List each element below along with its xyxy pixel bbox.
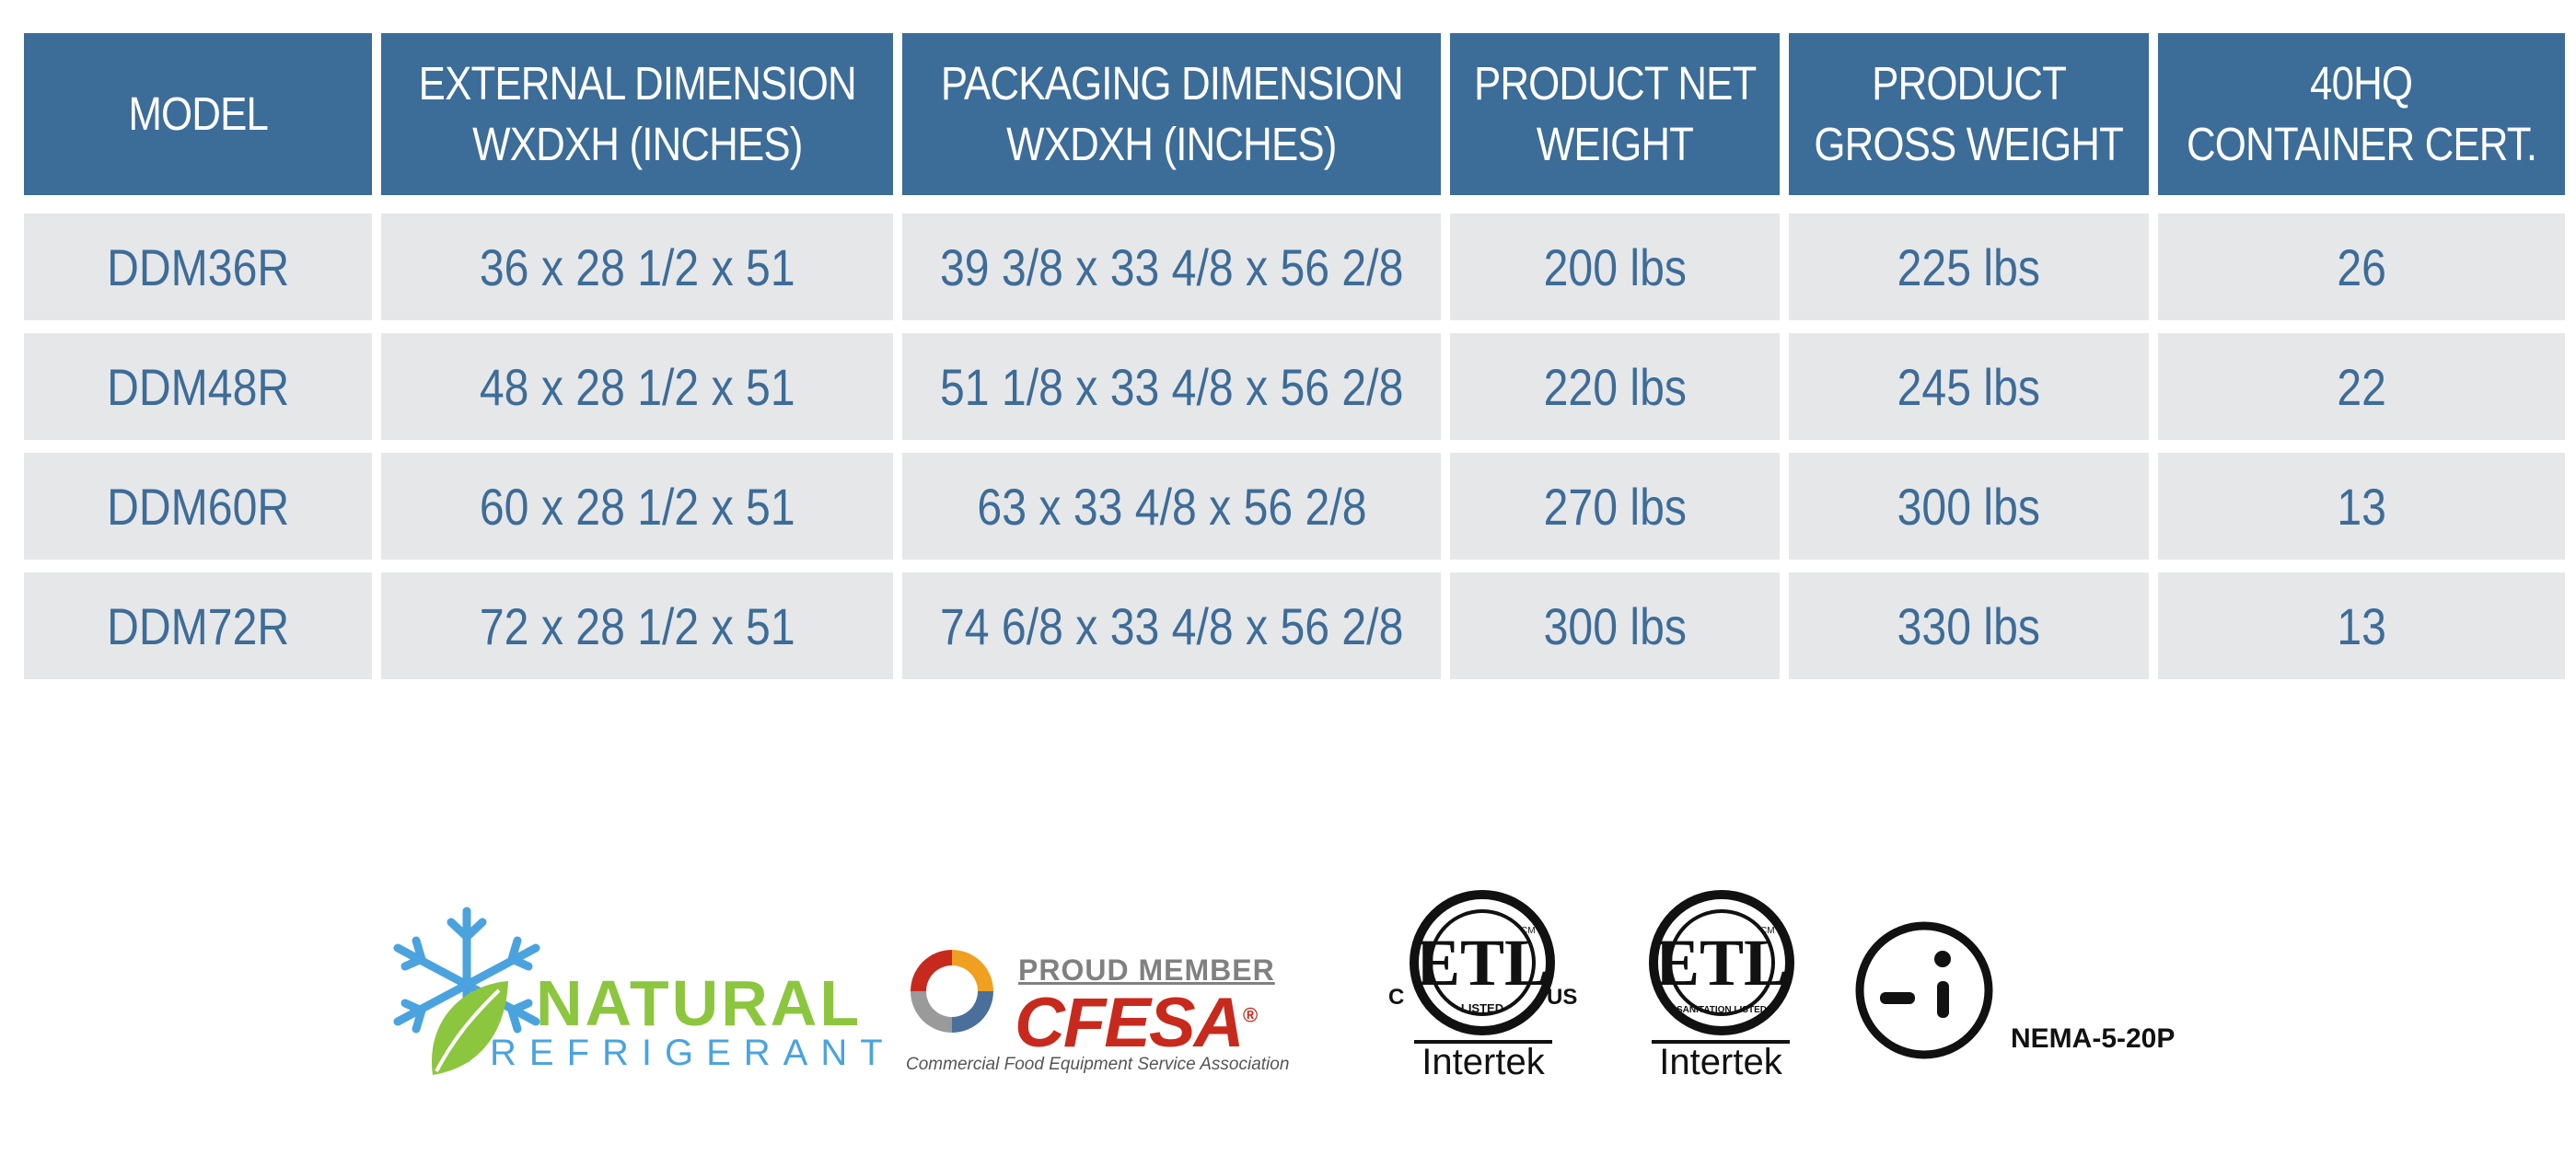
cell-packaging-dimension: 51 1/8 x 33 4/8 x 56 2/8	[902, 333, 1442, 440]
cell-external-dimension: 48 x 28 1/2 x 51	[381, 333, 893, 440]
natural-refrigerant-line1: NATURAL	[536, 967, 863, 1039]
cfesa-logo: PROUD MEMBER CFESA® Commercial Food Equi…	[906, 902, 1329, 1086]
header-gross-weight: PRODUCT GROSS WEIGHT	[1789, 33, 2149, 195]
etl-listed-logo: ETL CM LISTED C US Intertek	[1381, 884, 1584, 1095]
table-row: DDM36R 36 x 28 1/2 x 51 39 3/8 x 33 4/8 …	[24, 214, 2565, 320]
cell-external-dimension: 72 x 28 1/2 x 51	[381, 572, 893, 679]
etl-sanitation-divider	[1652, 1040, 1790, 1044]
header-net-weight-line1: PRODUCT NET	[1474, 57, 1757, 110]
cfesa-wordmark-text: CFESA	[1015, 984, 1245, 1062]
table-row: DDM48R 48 x 28 1/2 x 51 51 1/8 x 33 4/8 …	[24, 333, 2565, 440]
cell-net-weight: 220 lbs	[1450, 333, 1781, 440]
natural-refrigerant-line2: REFRIGERANT	[490, 1033, 896, 1073]
table-row: DDM72R 72 x 28 1/2 x 51 74 6/8 x 33 4/8 …	[24, 572, 2565, 679]
header-gross-weight-line1: PRODUCT	[1872, 57, 2067, 110]
etl-sanitation-logo: ETL CM SANITATION LISTED Intertek	[1639, 884, 1795, 1095]
snowflake-leaf-icon	[393, 907, 540, 1075]
cell-external-dimension: 60 x 28 1/2 x 51	[381, 453, 893, 560]
certification-logos: NATURAL REFRIGERANT PROUD MEMBER CFESA® …	[0, 884, 2576, 1104]
cell-gross-weight: 300 lbs	[1789, 453, 2149, 560]
etl-listed-brand: Intertek	[1421, 1042, 1545, 1082]
cfesa-swirl-icon	[911, 950, 993, 1033]
header-container-line1: 40HQ	[2310, 57, 2413, 110]
etl-listed-cm: CM	[1521, 926, 1536, 936]
cell-container: 13	[2157, 453, 2565, 560]
cell-net-weight: 300 lbs	[1450, 572, 1781, 679]
cell-external-dimension: 36 x 28 1/2 x 51	[381, 214, 893, 320]
cell-container: 26	[2157, 214, 2565, 320]
row-gap	[24, 320, 2565, 333]
header-packaging-dimension-line2: WXDXH (INCHES)	[1006, 118, 1337, 170]
nema-logo: NEMA-5-20P	[1854, 920, 2222, 1077]
nema-plug-icon	[1855, 921, 1993, 1059]
etl-sanitation-mark-icon: ETL CM SANITATION LISTED	[1649, 890, 1794, 1035]
etl-sanitation-ring-text: SANITATION LISTED	[1677, 1005, 1767, 1015]
header-net-weight-line2: WEIGHT	[1537, 118, 1694, 170]
header-external-dimension: EXTERNAL DIMENSION WXDXH (INCHES)	[381, 33, 893, 195]
nema-label: NEMA-5-20P	[2011, 1023, 2176, 1054]
cell-net-weight: 270 lbs	[1450, 453, 1781, 560]
etl-sanitation-mark-text: ETL	[1655, 926, 1788, 999]
etl-listed-divider	[1414, 1040, 1552, 1044]
cell-net-weight: 200 lbs	[1450, 214, 1781, 320]
header-row: MODEL EXTERNAL DIMENSION WXDXH (INCHES) P…	[24, 33, 2565, 195]
header-container: 40HQ CONTAINER CERT.	[2157, 33, 2565, 195]
header-model-line1: MODEL	[128, 87, 269, 140]
natural-refrigerant-logo: NATURAL REFRIGERANT	[379, 902, 883, 1086]
cell-packaging-dimension: 39 3/8 x 33 4/8 x 56 2/8	[902, 214, 1442, 320]
etl-sanitation-cm: CM	[1760, 926, 1775, 936]
cfesa-registered-mark: ®	[1242, 1003, 1258, 1027]
header-gross-weight-line2: GROSS WEIGHT	[1814, 118, 2125, 170]
header-packaging-dimension-line1: PACKAGING DIMENSION	[940, 57, 1404, 110]
etl-listed-right: US	[1547, 985, 1578, 1010]
cell-gross-weight: 245 lbs	[1789, 333, 2149, 440]
cell-gross-weight: 225 lbs	[1789, 214, 2149, 320]
cell-container: 22	[2157, 333, 2565, 440]
header-external-dimension-line2: WXDXH (INCHES)	[471, 118, 803, 170]
cell-container: 13	[2157, 572, 2565, 679]
etl-listed-mark-icon: ETL CM LISTED	[1410, 890, 1555, 1035]
cell-gross-weight: 330 lbs	[1789, 572, 2149, 679]
cfesa-proud-member: PROUD MEMBER	[1018, 953, 1275, 987]
cell-model: DDM72R	[24, 572, 372, 679]
cell-model: DDM36R	[24, 214, 372, 320]
header-net-weight: PRODUCT NET WEIGHT	[1450, 33, 1781, 195]
cell-packaging-dimension: 74 6/8 x 33 4/8 x 56 2/8	[902, 572, 1442, 679]
etl-listed-left: C	[1388, 985, 1405, 1010]
row-gap	[24, 560, 2565, 572]
cell-model: DDM60R	[24, 453, 372, 560]
cfesa-wordmark: CFESA®	[1015, 983, 1258, 1063]
etl-listed-ring-text: LISTED	[1461, 1001, 1503, 1015]
table-row: DDM60R 60 x 28 1/2 x 51 63 x 33 4/8 x 56…	[24, 453, 2565, 560]
cell-model: DDM48R	[24, 333, 372, 440]
header-model: MODEL	[24, 33, 372, 195]
header-external-dimension-line1: EXTERNAL DIMENSION	[418, 57, 856, 110]
header-container-line2: CONTAINER CERT.	[2186, 118, 2537, 170]
etl-listed-mark-text: ETL	[1416, 926, 1549, 999]
spec-table: MODEL EXTERNAL DIMENSION WXDXH (INCHES) P…	[15, 33, 2574, 679]
cfesa-subtitle: Commercial Food Equipment Service Associ…	[906, 1055, 1290, 1074]
etl-sanitation-brand: Intertek	[1659, 1042, 1782, 1082]
row-gap	[24, 195, 2565, 214]
header-packaging-dimension: PACKAGING DIMENSION WXDXH (INCHES)	[902, 33, 1442, 195]
row-gap	[24, 440, 2565, 453]
cell-packaging-dimension: 63 x 33 4/8 x 56 2/8	[902, 453, 1442, 560]
